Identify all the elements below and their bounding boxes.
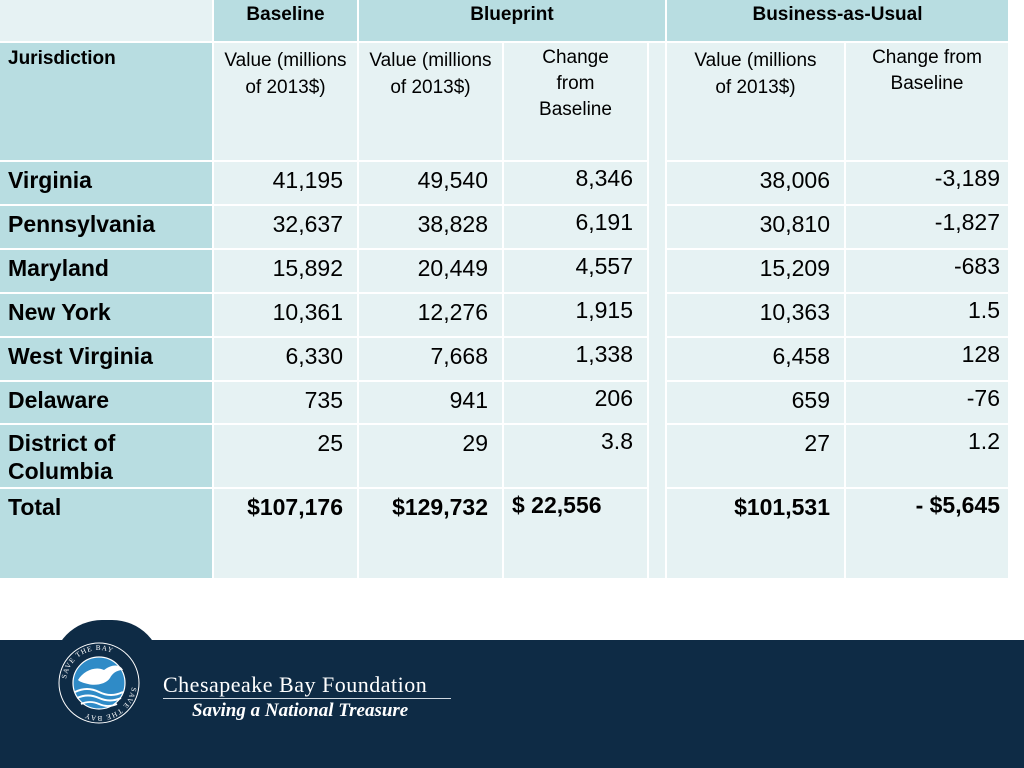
row-bau-change: 128 <box>846 338 1008 380</box>
row-blueprint-change: 4,557 <box>504 250 647 292</box>
row-bau-value: 6,458 <box>667 338 844 380</box>
group-header-blueprint: Blueprint <box>359 0 665 41</box>
total-blueprint-value: $129,732 <box>359 489 502 578</box>
row-label: District of Columbia <box>0 425 212 487</box>
row-blueprint-value: 29 <box>359 425 502 487</box>
column-header-baseline-value: Value (millions of 2013$) <box>214 43 357 160</box>
total-label: Total <box>0 489 212 578</box>
row-bau-change: 1.5 <box>846 294 1008 336</box>
row-blueprint-change: 8,346 <box>504 162 647 204</box>
row-blueprint-value: 7,668 <box>359 338 502 380</box>
row-blueprint-value: 941 <box>359 382 502 423</box>
row-bau-change: -683 <box>846 250 1008 292</box>
footer-bar <box>0 640 1024 768</box>
row-blueprint-value: 49,540 <box>359 162 502 204</box>
row-blueprint-change: 1,338 <box>504 338 647 380</box>
row-baseline-value: 32,637 <box>214 206 357 248</box>
row-blueprint-change: 206 <box>504 382 647 423</box>
row-bau-value: 10,363 <box>667 294 844 336</box>
row-blueprint-value: 38,828 <box>359 206 502 248</box>
row-bau-change: -3,189 <box>846 162 1008 204</box>
header-corner-cell <box>0 0 212 41</box>
footer-divider <box>163 698 451 699</box>
column-header-blueprint-value: Value (millions of 2013$) <box>359 43 502 160</box>
row-blueprint-change: 1,915 <box>504 294 647 336</box>
row-label: Delaware <box>0 382 212 423</box>
row-baseline-value: 25 <box>214 425 357 487</box>
row-label: New York <box>0 294 212 336</box>
row-label: Maryland <box>0 250 212 292</box>
row-bau-change: 1.2 <box>846 425 1008 487</box>
row-bau-change: -1,827 <box>846 206 1008 248</box>
organization-name: Chesapeake Bay Foundation <box>163 672 428 697</box>
group-header-baseline: Baseline <box>214 0 357 41</box>
jurisdiction-value-table: Baseline Blueprint Business-as-Usual Jur… <box>0 0 1008 578</box>
column-header-bau-value: Value (millions of 2013$) <box>667 43 844 160</box>
column-header-jurisdiction: Jurisdiction <box>0 43 212 160</box>
row-bau-value: 15,209 <box>667 250 844 292</box>
row-baseline-value: 10,361 <box>214 294 357 336</box>
row-bau-value: 659 <box>667 382 844 423</box>
total-blueprint-change: $ 22,556 <box>504 489 647 578</box>
total-bau-value: $101,531 <box>667 489 844 578</box>
row-label: West Virginia <box>0 338 212 380</box>
row-bau-change: -76 <box>846 382 1008 423</box>
save-the-bay-logo-icon: SAVE THE BAY SAVE THE BAY <box>57 641 141 725</box>
row-label: Pennsylvania <box>0 206 212 248</box>
row-baseline-value: 41,195 <box>214 162 357 204</box>
row-blueprint-value: 12,276 <box>359 294 502 336</box>
total-baseline-value: $107,176 <box>214 489 357 578</box>
row-bau-value: 30,810 <box>667 206 844 248</box>
spacer-column <box>649 43 665 578</box>
row-baseline-value: 6,330 <box>214 338 357 380</box>
total-bau-change: - $5,645 <box>846 489 1008 578</box>
row-bau-value: 38,006 <box>667 162 844 204</box>
column-header-bau-change: Change from Baseline <box>846 43 1008 160</box>
row-blueprint-value: 20,449 <box>359 250 502 292</box>
row-blueprint-change: 6,191 <box>504 206 647 248</box>
organization-tagline: Saving a National Treasure <box>192 700 409 721</box>
group-header-business-as-usual: Business-as-Usual <box>667 0 1008 41</box>
row-label: Virginia <box>0 162 212 204</box>
row-bau-value: 27 <box>667 425 844 487</box>
row-blueprint-change: 3.8 <box>504 425 647 487</box>
row-baseline-value: 15,892 <box>214 250 357 292</box>
row-baseline-value: 735 <box>214 382 357 423</box>
column-header-blueprint-change: Change from Baseline <box>504 43 647 160</box>
